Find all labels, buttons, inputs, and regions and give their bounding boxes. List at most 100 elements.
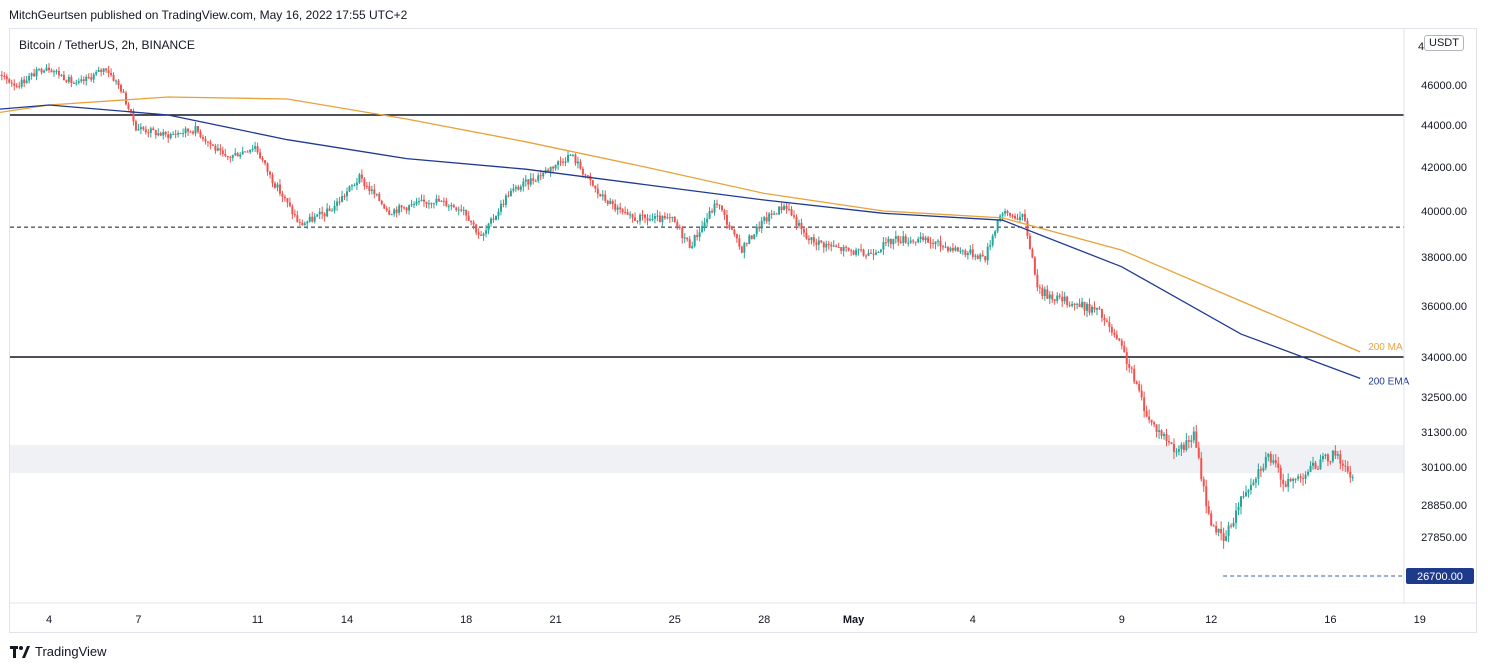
candle-body — [914, 241, 917, 243]
candle-body — [708, 211, 711, 219]
candle-body — [201, 136, 204, 139]
candle-body — [177, 133, 180, 135]
candle-body — [1150, 419, 1153, 423]
candle-body — [18, 86, 21, 88]
candle-body — [1279, 467, 1282, 480]
candle-body — [1349, 471, 1352, 478]
candle-body — [206, 141, 209, 143]
candle-body — [333, 205, 336, 211]
candle-body — [773, 213, 776, 215]
candle-body — [676, 222, 679, 227]
candle-body — [929, 242, 932, 244]
candle-body — [1133, 368, 1136, 382]
candle-body — [569, 154, 572, 156]
candle-body — [596, 188, 599, 194]
candle-body — [825, 243, 828, 248]
candle-body — [1135, 381, 1138, 385]
candle-body — [398, 205, 401, 213]
candle-body — [1061, 296, 1064, 302]
tradingview-logo-icon — [10, 645, 30, 658]
candle-body — [472, 222, 475, 225]
candle-body — [395, 209, 398, 213]
candle-body — [1048, 294, 1051, 299]
candle-body — [251, 148, 254, 150]
candle-body — [519, 186, 522, 190]
candle-body — [144, 129, 147, 133]
candle-body — [557, 161, 560, 166]
candle-body — [668, 217, 671, 219]
candle-body — [502, 203, 505, 205]
candle-body — [527, 179, 530, 185]
candle-body — [1284, 483, 1287, 487]
candle-body — [465, 209, 468, 216]
candle-body — [1344, 465, 1347, 467]
candle-body — [1230, 525, 1233, 527]
candle-body — [129, 109, 132, 111]
candle-body — [457, 209, 460, 211]
candle-body — [1262, 467, 1265, 471]
candle-body — [226, 155, 229, 158]
candle-body — [487, 223, 490, 231]
candle-body — [996, 220, 999, 232]
candle-body — [631, 214, 634, 218]
candle-body — [264, 160, 267, 164]
currency-selector[interactable]: USDT — [1424, 35, 1464, 51]
candle-body — [1123, 345, 1126, 353]
candle-body — [1053, 299, 1056, 301]
candle-body — [1336, 454, 1339, 456]
candle-body — [1023, 214, 1026, 221]
candle-body — [167, 134, 170, 139]
y-tick-label: 27850.00 — [1421, 532, 1467, 544]
candle-body — [52, 71, 55, 73]
candle-body — [405, 207, 408, 211]
candle-body — [946, 246, 949, 251]
candle-body — [723, 210, 726, 215]
candle-body — [117, 80, 120, 85]
candle-body — [971, 249, 974, 257]
last-price-label: 26700.00 — [1417, 571, 1463, 583]
candle-body — [872, 253, 875, 255]
candle-body — [172, 133, 175, 135]
candle-body — [1232, 522, 1235, 527]
candle-body — [1021, 214, 1024, 217]
candle-body — [869, 252, 872, 254]
candle-body — [90, 77, 93, 80]
candle-body — [1187, 440, 1190, 442]
candle-body — [1158, 430, 1161, 432]
candle-body — [358, 174, 361, 183]
candle-body — [1225, 536, 1228, 541]
candle-body — [388, 210, 391, 215]
candle-body — [780, 206, 783, 210]
candle-body — [1018, 216, 1021, 220]
candle-body — [581, 168, 584, 175]
indicator-label-1: 200 EMA — [1368, 376, 1409, 387]
candle-body — [576, 161, 579, 164]
candle-body — [733, 229, 736, 235]
candle-body — [614, 203, 617, 210]
candle-body — [986, 246, 989, 261]
axes: 46000.00 44000.00 42000.00 40000.00 38000.00… — [10, 29, 1476, 626]
candle-body — [1215, 526, 1218, 533]
candle-body — [187, 128, 190, 132]
indicator-line-1 — [0, 104, 1361, 379]
candle-body — [760, 220, 763, 229]
candle-body — [1120, 340, 1123, 346]
candle-body — [711, 211, 714, 213]
candle-body — [82, 79, 85, 82]
candle-body — [231, 155, 234, 158]
moving-averages: 200 MA 200 EMA — [0, 96, 1410, 387]
candle-body — [1331, 450, 1334, 462]
candle-body — [139, 127, 142, 129]
candle-body — [413, 204, 416, 206]
candle-body — [1167, 441, 1170, 443]
candle-body — [937, 240, 940, 242]
candle-body — [1302, 477, 1305, 479]
candle-body — [778, 206, 781, 215]
candle-body — [1128, 363, 1131, 368]
candle-body — [1163, 434, 1166, 436]
candle-body — [1334, 450, 1337, 456]
candle-body — [95, 72, 98, 75]
candle-body — [343, 196, 346, 198]
candle-body — [820, 240, 823, 243]
